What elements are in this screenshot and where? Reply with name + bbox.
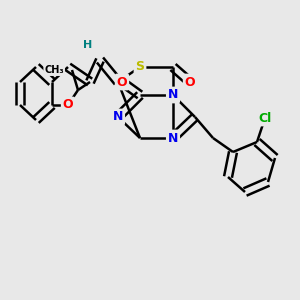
Text: H: H bbox=[83, 40, 93, 50]
Text: O: O bbox=[185, 76, 195, 88]
Text: O: O bbox=[63, 98, 73, 112]
Text: N: N bbox=[168, 88, 178, 101]
Text: O: O bbox=[117, 76, 127, 88]
Text: Cl: Cl bbox=[258, 112, 272, 124]
Text: CH₃: CH₃ bbox=[44, 65, 64, 75]
Text: N: N bbox=[113, 110, 123, 124]
Text: N: N bbox=[168, 131, 178, 145]
Text: S: S bbox=[136, 61, 145, 74]
